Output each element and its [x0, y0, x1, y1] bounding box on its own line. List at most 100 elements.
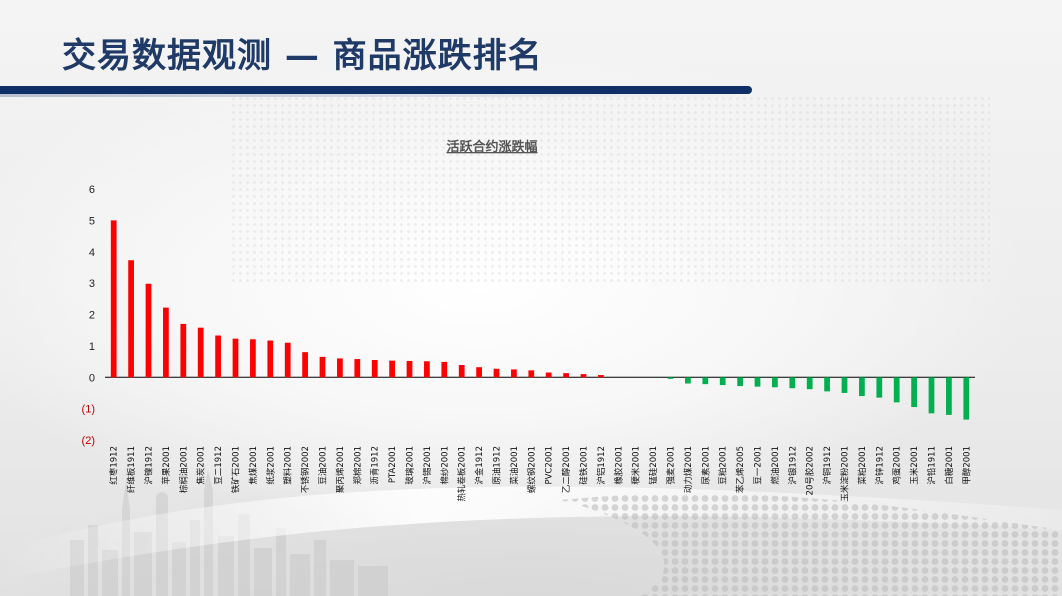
x-category-label: 菜油2001	[509, 446, 520, 485]
bar	[685, 377, 691, 384]
x-category-label: 白糖2001	[944, 446, 955, 485]
header-accent-shadow	[0, 94, 752, 97]
bar	[163, 307, 169, 378]
bar	[963, 377, 970, 420]
bar	[528, 370, 535, 378]
bar	[859, 377, 865, 397]
y-axis: 6 5 4 3 2 1 0 (1) (2)	[82, 184, 95, 447]
y-tick-label: (2)	[82, 435, 95, 447]
bar	[876, 377, 883, 398]
bar	[476, 367, 482, 378]
y-tick-label: 1	[89, 341, 95, 353]
bar	[197, 327, 204, 378]
bar	[145, 283, 152, 378]
x-category-label: 20号胶2002	[805, 446, 816, 495]
bar	[337, 358, 343, 378]
y-tick-label: 6	[89, 184, 95, 196]
bar	[719, 377, 726, 386]
x-category-label: 焦炭2001	[196, 446, 207, 485]
x-category-label: PVC2001	[545, 446, 555, 485]
bar	[302, 352, 308, 378]
swoosh-decoration	[0, 486, 1062, 596]
x-category-label: 菜粕2001	[857, 446, 868, 485]
bar	[893, 377, 900, 403]
x-category-label: 焦煤2001	[248, 446, 259, 485]
x-category-label: 甲醇2001	[961, 446, 972, 485]
bar	[598, 375, 604, 378]
bar	[702, 377, 709, 385]
x-category-label: 铁矿石2001	[231, 446, 242, 493]
bar	[511, 369, 517, 378]
x-category-label: 橡胶2001	[613, 446, 624, 485]
bar	[250, 339, 256, 378]
x-category-label: 粳米2001	[631, 446, 642, 485]
x-category-label: 豆粕2001	[718, 446, 729, 485]
x-category-label: 塑料2001	[283, 446, 294, 485]
bar	[267, 340, 274, 378]
bar	[215, 335, 221, 378]
bars	[105, 220, 975, 420]
x-axis-labels: 红枣1912 纤维板1911 沪镍1912 苹果2001 棕榈油2001 焦炭2001 豆二…	[109, 446, 973, 502]
bar	[946, 377, 952, 415]
x-category-label: 热轧卷板2001	[457, 446, 468, 502]
x-category-label: PTA2001	[388, 446, 398, 483]
y-tick-label: 3	[89, 278, 95, 290]
bar	[110, 220, 117, 378]
bar	[284, 342, 291, 378]
bar	[458, 365, 465, 378]
bar	[563, 373, 569, 378]
x-category-label: 豆一2001	[754, 446, 764, 485]
x-category-label: 豆油2001	[318, 446, 329, 485]
bar	[789, 377, 796, 389]
bar	[806, 377, 813, 390]
x-category-label: 锰硅2001	[648, 446, 659, 485]
x-category-label: 豆二1912	[214, 446, 224, 485]
x-category-label: 郑棉2001	[352, 446, 363, 485]
page-title: 交易数据观测 — 商品涨跌排名	[62, 36, 543, 76]
x-category-label: 聚丙烯2001	[335, 446, 346, 493]
x-category-label: 沪镍1912	[144, 446, 155, 485]
x-category-label: 棉纱2001	[439, 446, 450, 485]
bar	[754, 377, 761, 387]
y-tick-label: 0	[89, 372, 95, 384]
bar	[424, 361, 430, 378]
y-tick-label: 2	[89, 310, 95, 322]
bar	[667, 377, 674, 379]
x-category-label: 苹果2001	[161, 446, 172, 485]
bar	[841, 377, 848, 393]
x-category-label: 沪银1912	[787, 446, 798, 485]
bar	[128, 260, 134, 378]
x-category-label: 沪铜1912	[822, 446, 833, 485]
y-tick-label: 4	[89, 247, 95, 259]
x-category-label: 玉米淀粉2001	[840, 446, 851, 502]
bar	[772, 377, 778, 388]
x-category-label: 尿素2001	[700, 446, 711, 485]
bar	[371, 359, 378, 378]
x-category-label: 乙二醇2001	[561, 446, 572, 493]
slide-header: 交易数据观测 — 商品涨跌排名	[0, 0, 1062, 100]
bar	[545, 372, 552, 378]
bar	[493, 368, 500, 378]
x-category-label: 沪金1912	[474, 446, 485, 485]
bar	[824, 377, 830, 392]
bar	[354, 359, 361, 378]
x-category-label: 纤维板1911	[126, 446, 137, 493]
bar	[389, 360, 395, 378]
x-category-label: 沪铝1912	[596, 446, 607, 485]
x-category-label: 鸡蛋2001	[892, 446, 903, 485]
x-category-label: 沪铅1911	[927, 446, 938, 485]
x-category-label: 沥青1912	[370, 446, 381, 485]
x-category-label: 燃油2001	[770, 446, 781, 485]
chart-title: 活跃合约涨跌幅	[446, 139, 537, 155]
header-accent-bar	[0, 86, 752, 94]
bar	[319, 356, 326, 378]
x-category-label: 苯乙烯2005	[735, 446, 746, 493]
x-category-label: 原油1912	[492, 446, 503, 485]
bar	[406, 360, 413, 378]
world-map-dots-decoration	[230, 95, 990, 285]
y-tick-label: 5	[89, 215, 95, 227]
bar	[180, 323, 187, 378]
x-category-label: 玉米2001	[909, 446, 920, 485]
bar	[737, 377, 743, 387]
